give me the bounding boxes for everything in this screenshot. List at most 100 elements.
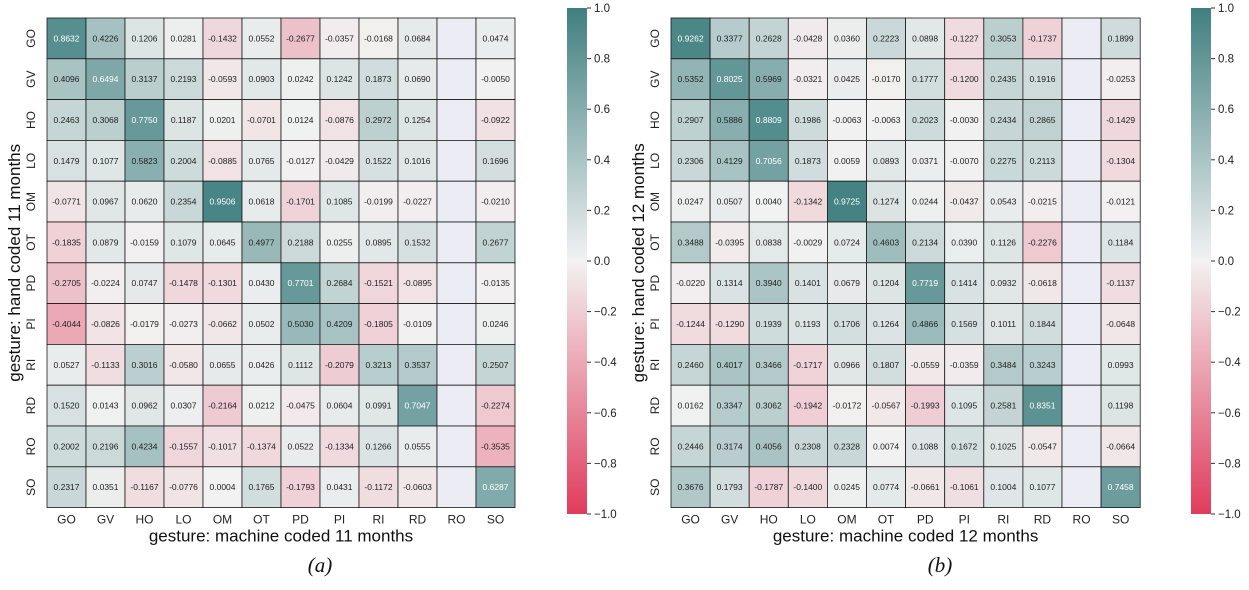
cell-value-label: -0.0567 [872,401,901,411]
cell-value-label: -0.2705 [52,278,81,288]
cell-value-label: -0.0618 [1028,278,1057,288]
x-tick-label: OT [878,513,895,527]
y-tick-label: PD [24,275,38,292]
heatmap-cell [436,221,477,264]
heatmap-cell [475,99,516,141]
heatmap-cell [358,139,399,182]
x-tick-label: OT [253,513,270,527]
heatmap-cell [787,17,828,60]
cell-value-label: -0.4044 [52,319,81,329]
cell-value-label: -0.0593 [208,74,237,84]
cell-value-label: -0.0885 [208,156,237,166]
cell-value-label: 0.9262 [678,33,704,43]
cell-value-label: -0.0428 [793,33,822,43]
heatmap-cell [670,58,711,100]
cell-value-label: 0.3062 [756,401,782,411]
cell-value-label: 0.4017 [717,360,743,370]
heatmap-cell [787,425,828,468]
cell-value-label: 0.0390 [951,237,977,247]
cell-value-label: -0.0475 [286,401,315,411]
heatmap-cell [85,425,126,468]
cell-value-label: 0.0555 [405,441,431,451]
heatmap-cell [1061,180,1102,223]
cell-value-label: -0.0559 [911,360,940,370]
cell-value-label: -0.1400 [793,482,822,492]
cell-value-label: 0.0242 [288,74,314,84]
cell-value-label: 0.1016 [405,156,431,166]
heatmap-cell [866,180,906,223]
heatmap-cell [475,384,516,427]
cell-value-label: 0.1939 [756,319,782,329]
cell-value-label: -0.3535 [481,441,510,451]
cell-value-label: -0.1301 [208,278,237,288]
x-tick-label: GV [97,513,114,527]
heatmap-cell [436,58,477,100]
heatmap-cell [46,221,87,264]
x-tick-label: GO [681,513,700,527]
cell-value-label: 0.3484 [990,360,1016,370]
cell-value-label: 0.6494 [93,74,119,84]
cell-value-label: -0.0210 [481,197,510,207]
cell-value-label: -0.1244 [676,319,705,329]
cell-value-label: 0.2677 [483,237,509,247]
heatmap-cell [1022,221,1063,264]
heatmap-cell [397,425,438,468]
cell-value-label: -0.0580 [169,360,198,370]
heatmap-cell [983,466,1024,508]
cell-value-label: -0.0030 [950,115,979,125]
cell-value-label: 0.0040 [756,197,782,207]
cell-value-label: 0.1569 [951,319,977,329]
cell-value-label: 0.4096 [54,74,80,84]
cell-value-label: -0.1787 [754,482,783,492]
heatmap-cell [1100,221,1141,264]
heatmap-cell [202,99,243,141]
cell-value-label: 0.0898 [912,33,938,43]
heatmap-cell [944,180,985,223]
y-tick-label: HO [24,111,38,129]
cell-value-label: -0.1835 [52,237,81,247]
heatmap-cell [1061,58,1102,100]
heatmap-cell [709,17,750,60]
cell-value-label: 0.0246 [483,319,509,329]
cell-value-label: -0.0603 [403,482,432,492]
heatmap-cell [1022,99,1063,141]
cell-value-label: -0.2079 [325,360,354,370]
cell-value-label: 0.4129 [717,156,743,166]
heatmap-cell [280,139,321,182]
cell-value-label: 0.0838 [756,237,782,247]
cell-value-label: -0.0135 [481,278,510,288]
heatmap-cell [163,221,204,264]
cell-value-label: 0.9725 [834,197,860,207]
heatmap-cell [436,425,477,468]
cell-value-label: 0.8632 [54,33,80,43]
cell-value-label: 0.5886 [717,115,743,125]
y-tick-label: RD [24,397,38,415]
heatmap-cell [905,262,946,304]
cell-value-label: -0.0215 [1028,197,1057,207]
cell-value-label: 0.1532 [405,237,431,247]
cell-value-label: -0.1137 [1107,278,1135,288]
cell-value-label: 0.3174 [717,441,743,451]
cell-value-label: -0.0063 [833,115,862,125]
cell-value-label: 0.2435 [990,74,1016,84]
heatmap-cell [670,221,711,264]
heatmap-cell [1061,466,1102,508]
heatmap-cell [983,425,1024,468]
heatmap-cell [475,58,516,100]
cell-value-label: 0.0244 [912,197,938,207]
cell-value-label: -0.1432 [208,33,237,43]
heatmap-cell [670,139,711,182]
cell-value-label: 0.0879 [93,237,119,247]
cell-value-label: 0.2684 [327,278,353,288]
heatmap-cell [983,58,1024,100]
cell-value-label: -0.0876 [325,115,354,125]
heatmap-cell [436,466,477,508]
cell-value-label: 0.1873 [366,74,392,84]
colorbar-tick-label: −0.6 [594,408,617,420]
heatmap-cell [670,180,711,223]
y-tick-label: OT [24,233,38,250]
heatmap-cell [280,99,321,141]
heatmap-cell [397,343,438,386]
cell-value-label: 0.2188 [288,237,314,247]
cell-value-label: -0.0109 [403,319,432,329]
